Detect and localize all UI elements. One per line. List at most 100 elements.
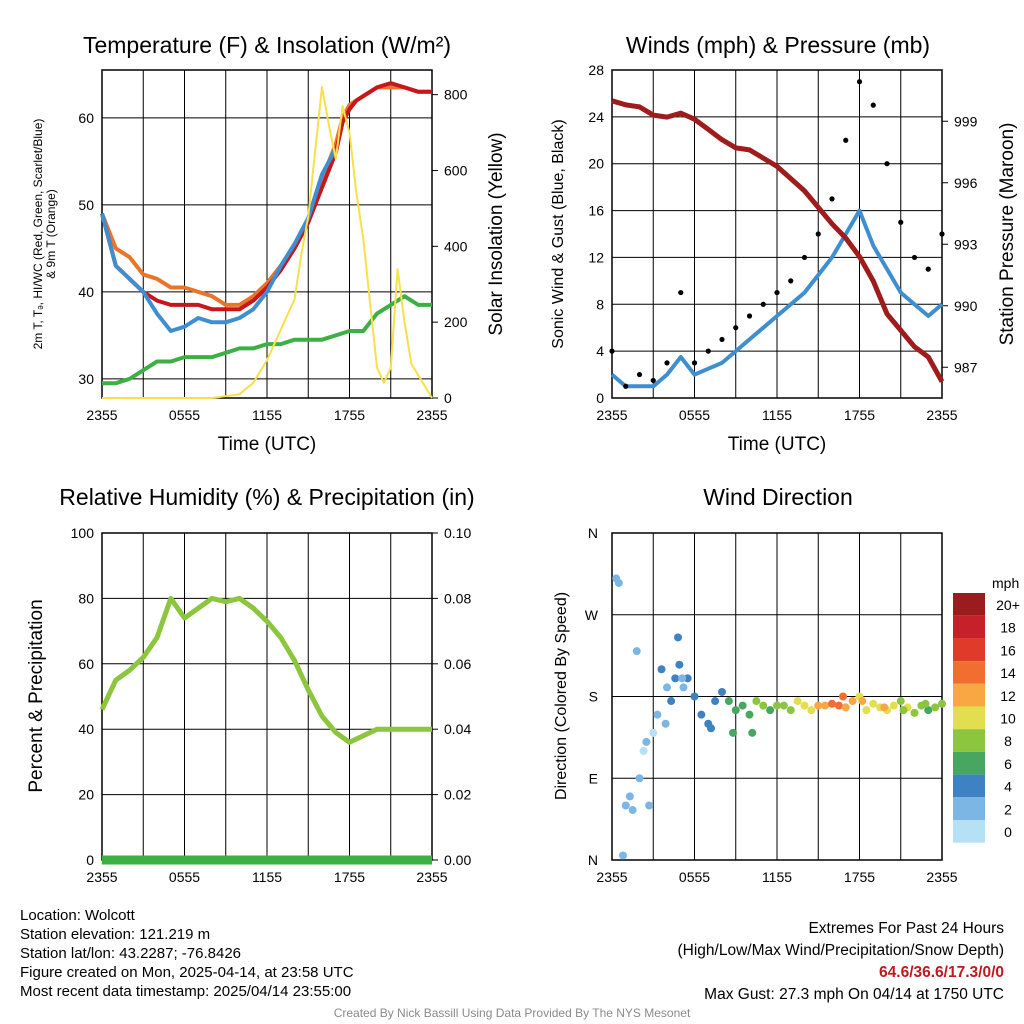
x-tick-label: 1755: [844, 407, 875, 423]
series-line: [102, 294, 432, 386]
x-tick-label: 2355: [926, 407, 957, 423]
direction-point: [745, 710, 754, 719]
gust-point: [884, 161, 890, 167]
gust-point: [733, 325, 739, 331]
direction-point: [642, 737, 651, 746]
gust-point: [856, 79, 863, 85]
x-tick-label: 1755: [334, 869, 365, 885]
legend-label: 18: [1000, 620, 1016, 636]
series-line: [100, 81, 432, 312]
x-axis-label: Time (UTC): [218, 434, 317, 455]
x-tick-label: 1755: [844, 869, 875, 885]
y2-tick-label: 0.08: [444, 590, 471, 606]
y2-tick-label: 0.00: [444, 852, 471, 868]
legend-label: 4: [1004, 779, 1012, 795]
direction-point: [839, 692, 847, 701]
direction-point: [738, 701, 747, 710]
legend-label: 12: [1000, 688, 1016, 704]
direction-point: [697, 710, 706, 719]
gust-point: [925, 266, 931, 272]
y-tick-label: 80: [78, 590, 94, 606]
temp-title: Temperature (F) & Insolation (W/m²): [83, 32, 451, 58]
direction-point: [869, 699, 878, 708]
y-axis-label-line: & 9m T (Orange): [44, 189, 58, 279]
direction-point: [766, 706, 775, 715]
y-tick-label: W: [585, 607, 599, 623]
y2-tick-label: 993: [954, 236, 978, 252]
y-tick-label: 4: [596, 343, 604, 359]
direction-point: [674, 633, 682, 642]
dir-title: Wind Direction: [703, 484, 853, 510]
gust-point: [843, 137, 849, 143]
direction-point: [625, 792, 634, 801]
credit-text: Created By Nick Bassill Using Data Provi…: [333, 1006, 691, 1020]
plot-frame: [101, 69, 433, 399]
y2-tick-label: 400: [444, 238, 468, 254]
series-line: [100, 147, 338, 333]
y-tick-label: 30: [78, 371, 94, 387]
rh-title: Relative Humidity (%) & Precipitation (i…: [59, 484, 474, 510]
direction-point: [800, 701, 809, 710]
gust-point: [774, 289, 780, 296]
direction-point: [675, 660, 684, 669]
legend-swatch: [953, 683, 985, 707]
gust-point: [664, 360, 670, 366]
x-tick-label: 2355: [416, 869, 447, 885]
y-tick-label: E: [589, 770, 598, 786]
direction-point: [619, 851, 627, 860]
y-tick-label: 24: [588, 109, 604, 125]
x-tick-label: 1155: [762, 407, 792, 423]
direction-point: [921, 699, 930, 708]
direction-point: [862, 706, 871, 715]
gust-point: [911, 254, 918, 261]
gust-point: [788, 278, 794, 284]
gust-point: [623, 383, 629, 389]
y-tick-label: 0: [86, 852, 94, 868]
y-tick-label: N: [588, 525, 598, 541]
direction-point: [834, 701, 843, 710]
y-tick-label: 8: [596, 296, 604, 312]
legend-swatch: [953, 729, 985, 752]
y2-tick-label: 990: [954, 298, 978, 314]
legend-label: 20+: [996, 597, 1020, 613]
direction-point: [663, 683, 671, 692]
legend-swatch: [953, 638, 985, 662]
direction-point: [667, 697, 676, 706]
series-line: [102, 86, 433, 399]
x-tick-label: 1755: [334, 407, 365, 423]
direction-point: [649, 728, 658, 737]
y-axis-label: Sonic Wind & Gust (Blue, Black): [550, 119, 567, 348]
y-tick-label: 20: [588, 156, 604, 172]
gust-point: [898, 219, 904, 225]
y2-tick-label: 996: [954, 175, 978, 191]
y-axis-label: Direction (Colored By Speed): [553, 592, 570, 800]
direction-point: [724, 697, 733, 706]
elevation-text: Station elevation: 121.219 m: [20, 926, 211, 943]
x-tick-label: 2355: [596, 407, 627, 423]
legend-swatch: [953, 797, 985, 820]
y2-tick-label: 0.06: [444, 656, 471, 672]
legend-swatch: [953, 593, 985, 616]
direction-point: [729, 728, 737, 737]
direction-point: [683, 674, 692, 683]
x-tick-label: 1155: [252, 407, 282, 423]
gust-point: [609, 348, 615, 354]
y-tick-label: N: [588, 852, 598, 868]
x-tick-label: 2355: [596, 869, 627, 885]
legend-swatch: [953, 774, 985, 798]
y-tick-label: 16: [588, 203, 604, 219]
direction-point: [910, 708, 919, 717]
y-tick-label: 40: [78, 284, 94, 300]
x-tick-label: 1155: [252, 869, 282, 885]
direction-point: [848, 697, 857, 706]
direction-point: [628, 806, 637, 815]
y-tick-label: 20: [78, 787, 94, 803]
direction-point: [786, 706, 795, 715]
gust-point: [636, 371, 643, 378]
gust-point: [939, 231, 945, 237]
direction-point: [821, 701, 830, 710]
gust-point: [801, 254, 808, 261]
direction-point: [889, 701, 898, 710]
y2-tick-label: 987: [954, 359, 978, 375]
